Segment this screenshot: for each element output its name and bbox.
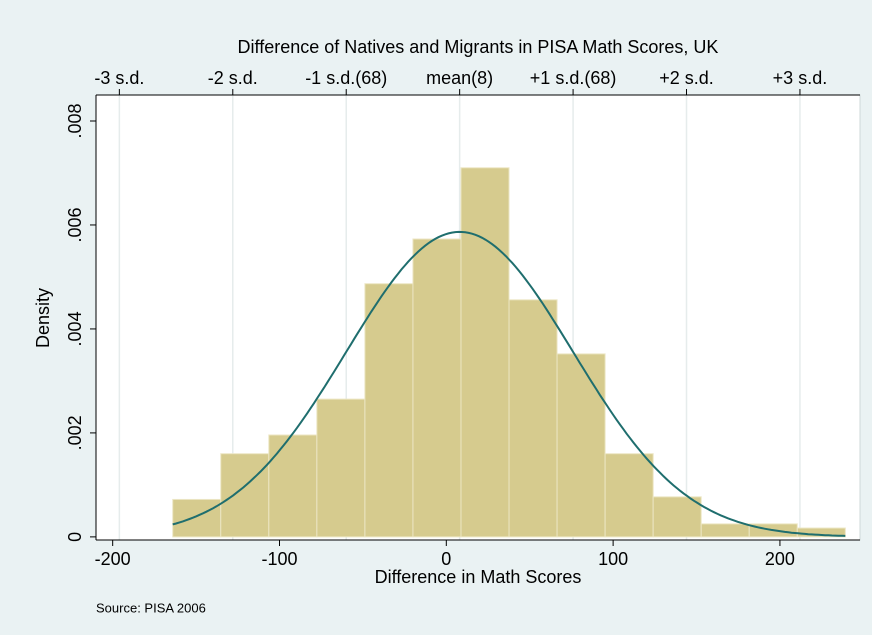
bar — [508, 299, 558, 538]
bar — [316, 398, 366, 538]
x-axis-label: Difference in Math Scores — [375, 567, 582, 587]
y-axis-label: Density — [33, 288, 53, 348]
normal-curve — [172, 230, 846, 537]
bar — [604, 453, 654, 538]
bar — [364, 283, 414, 538]
x2-tick-label: +2 s.d. — [659, 68, 714, 88]
x-tick-label: 100 — [598, 549, 628, 569]
bar — [700, 523, 750, 538]
x2-tick-label: -3 s.d. — [94, 68, 144, 88]
x2-tick-label: -1 s.d.(68) — [305, 68, 387, 88]
bar — [556, 353, 606, 538]
x2-tick-label: +1 s.d.(68) — [530, 68, 617, 88]
x-tick-label: 200 — [765, 549, 795, 569]
bar — [268, 434, 318, 538]
x2-tick-label: mean(8) — [426, 68, 493, 88]
y-tick-label: .006 — [65, 207, 85, 242]
y-tick-label: .004 — [65, 311, 85, 346]
bar — [412, 238, 462, 538]
x-tick-label: 0 — [441, 549, 451, 569]
x-tick-label: -200 — [95, 549, 131, 569]
x-tick-label: -100 — [261, 549, 297, 569]
y-tick-label: .002 — [65, 415, 85, 450]
bar — [172, 498, 222, 538]
bar — [220, 453, 270, 538]
y-tick-label: .008 — [65, 103, 85, 138]
source-note: Source: PISA 2006 — [96, 600, 206, 615]
x2-tick-label: -2 s.d. — [208, 68, 258, 88]
y-tick-label: 0 — [65, 532, 85, 542]
chart-title: Difference of Natives and Migrants in PI… — [238, 37, 719, 57]
x2-tick-label: +3 s.d. — [773, 68, 828, 88]
bar — [652, 496, 702, 538]
bar — [460, 167, 510, 538]
